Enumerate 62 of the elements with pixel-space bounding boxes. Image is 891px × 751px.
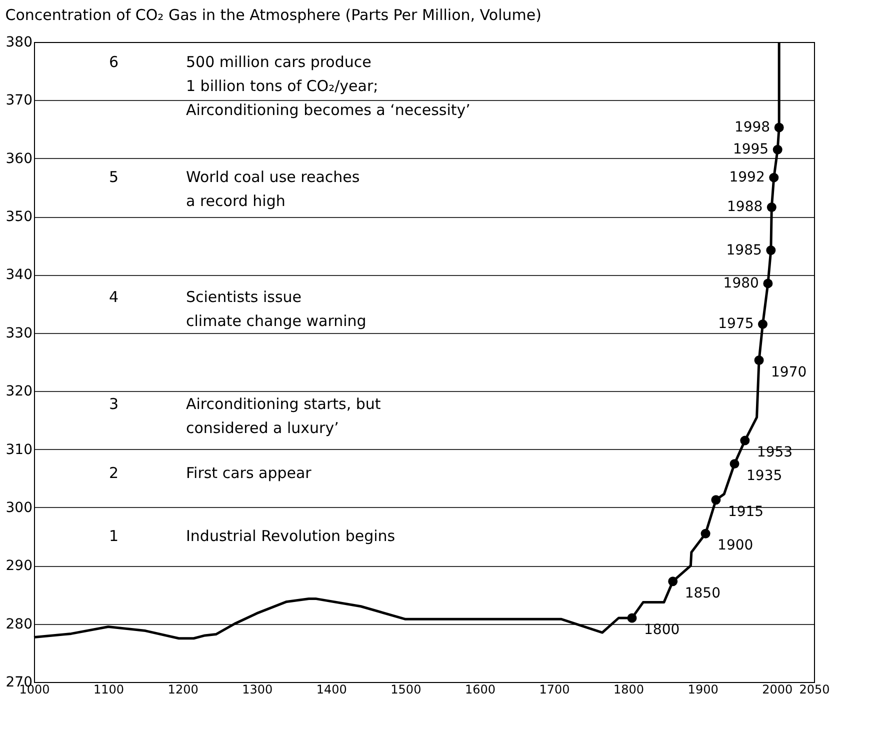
x-tick-label: 1500 bbox=[390, 682, 422, 696]
y-tick-label: 310 bbox=[6, 442, 32, 458]
annotation: 1 bbox=[109, 527, 119, 545]
annotation: Industrial Revolution begins bbox=[186, 527, 396, 545]
annotation: 1988 bbox=[727, 199, 763, 216]
y-tick-label: 300 bbox=[6, 500, 32, 516]
point bbox=[700, 528, 710, 538]
x-tick-label: 1600 bbox=[464, 682, 496, 696]
annotation: 1995 bbox=[732, 142, 769, 158]
x-tick-label: 1700 bbox=[539, 682, 570, 696]
point bbox=[772, 144, 782, 154]
annotation: 6 bbox=[109, 53, 119, 71]
annotation: 1992 bbox=[729, 170, 765, 186]
point bbox=[766, 202, 776, 212]
x-tick-label: 2000 bbox=[762, 682, 793, 696]
annotation: 1970 bbox=[771, 364, 807, 380]
x-tick-label: 1300 bbox=[242, 682, 273, 696]
point bbox=[668, 576, 678, 586]
y-tick-label: 340 bbox=[6, 267, 32, 284]
annotation: 1975 bbox=[718, 316, 754, 332]
annotation: 5 bbox=[109, 168, 119, 186]
annotation: 1915 bbox=[728, 504, 764, 520]
point bbox=[754, 356, 764, 365]
y-tick-label: 330 bbox=[6, 325, 32, 342]
annotation: Scientists issue climate change warning bbox=[186, 288, 366, 330]
annotation: 2 bbox=[109, 464, 119, 482]
annotation: World coal use reaches a record high bbox=[186, 168, 360, 210]
y-tick-label: 380 bbox=[6, 34, 32, 50]
annotation: Airconditioning starts, but considered a luxury’ bbox=[186, 395, 381, 437]
x-tick-label: 1900 bbox=[688, 682, 718, 696]
x-tick-label: 2050 bbox=[799, 682, 830, 696]
point bbox=[774, 122, 784, 132]
annotation: First cars appear bbox=[186, 464, 312, 482]
annotation: 1800 bbox=[644, 622, 680, 638]
annotation: 1850 bbox=[684, 585, 720, 602]
annotation: 4 bbox=[109, 288, 119, 306]
y-tick-label: 360 bbox=[6, 150, 32, 167]
annotation: 1998 bbox=[734, 120, 770, 136]
point bbox=[711, 495, 721, 505]
x-tick-label: 1200 bbox=[168, 682, 198, 696]
point bbox=[766, 246, 776, 256]
y-tick-label: 290 bbox=[6, 558, 32, 574]
annotation: 1980 bbox=[723, 275, 759, 292]
x-tick-label: 1400 bbox=[316, 682, 347, 696]
point bbox=[740, 436, 750, 446]
y-tick-label: 350 bbox=[6, 209, 32, 226]
y-tick-label: 280 bbox=[6, 616, 32, 632]
chart-title: Concentration of CO₂ Gas in the Atmosphere (Parts Per Million, Volume) bbox=[5, 6, 542, 24]
annotation: 500 million cars produce 1 billion tons of CO₂/year; Airconditioning becomes a ‘necessity’ bbox=[186, 53, 470, 119]
point bbox=[758, 319, 768, 329]
point bbox=[730, 459, 740, 469]
y-tick-label: 320 bbox=[6, 384, 32, 400]
annotation: 3 bbox=[109, 395, 119, 413]
annotation: 1900 bbox=[718, 538, 754, 554]
point bbox=[627, 613, 637, 623]
annotation: 1935 bbox=[746, 468, 782, 484]
annotation: 1985 bbox=[726, 242, 762, 258]
point bbox=[763, 278, 773, 288]
x-tick-label: 1100 bbox=[94, 682, 124, 696]
x-tick-label: 1800 bbox=[614, 682, 644, 696]
y-tick-label: 370 bbox=[6, 92, 32, 109]
point bbox=[769, 172, 779, 182]
